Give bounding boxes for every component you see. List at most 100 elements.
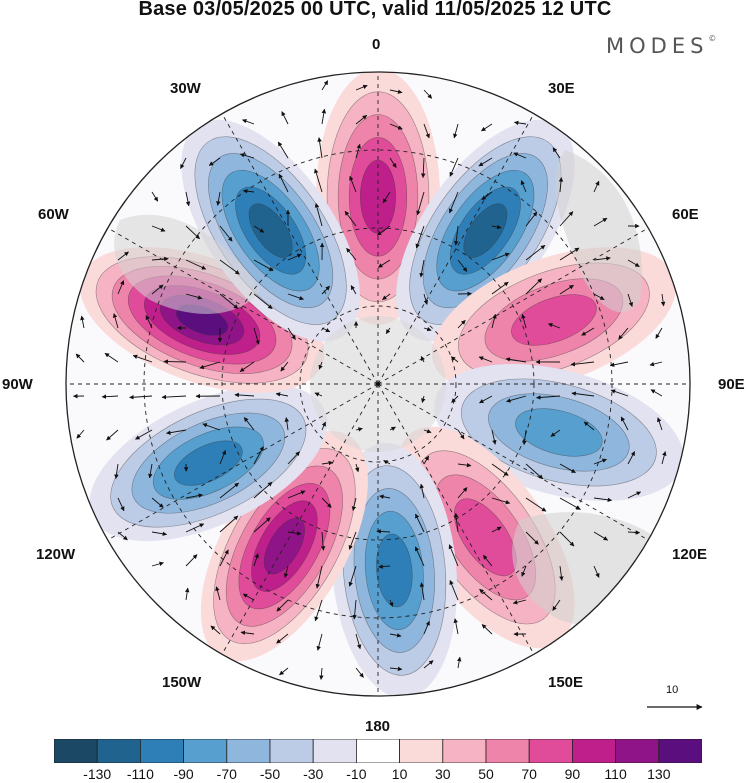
- wind-vector-arrow: [355, 427, 363, 432]
- wind-vector-arrow: [185, 493, 204, 499]
- lon-label-150w: 150W: [162, 674, 202, 691]
- colorbar-swatch: [226, 739, 271, 763]
- wind-vector-arrow: [583, 421, 595, 431]
- wind-vector-arrow: [552, 599, 561, 611]
- anomaly-contour: [454, 498, 517, 577]
- wind-vector-arrow: [456, 656, 462, 669]
- wind-vector-arrow: [525, 211, 538, 227]
- wind-vector-arrow: [649, 361, 663, 367]
- wind-vector-arrow: [355, 114, 368, 125]
- wind-vector-arrow: [593, 497, 613, 503]
- lon-label-90w: 90W: [2, 376, 33, 393]
- wind-vector-arrow: [185, 293, 203, 300]
- wind-vector-arrow: [219, 482, 239, 499]
- wind-vector-arrow: [163, 359, 187, 364]
- wind-vector-arrow: [219, 515, 239, 533]
- colorbar-tick-label: -30: [303, 766, 324, 782]
- anomaly-field: [79, 72, 684, 696]
- colorbar-swatch: [658, 739, 702, 763]
- wind-vector-arrow: [314, 599, 323, 622]
- colorbar-swatch: [96, 739, 141, 763]
- wind-vector-arrow: [117, 497, 125, 512]
- wind-vector-arrow: [559, 247, 580, 261]
- latitude-circle: [299, 305, 457, 463]
- meridian-line: [377, 113, 535, 385]
- anomaly-contour: [376, 533, 413, 608]
- wind-vector-arrow: [314, 202, 323, 227]
- wind-vector-arrow: [650, 389, 663, 397]
- wind-vector-arrow: [151, 561, 164, 567]
- wind-vector-arrow: [242, 593, 255, 601]
- wind-vector-arrow: [423, 455, 430, 465]
- wind-vector-arrow: [210, 625, 221, 635]
- reference-vector-label: 10: [666, 684, 679, 696]
- wind-vector-arrow: [219, 549, 229, 567]
- wind-vector-arrow: [151, 284, 164, 295]
- wind-vector-arrow: [355, 667, 364, 678]
- colorbar-tick-label: -90: [173, 766, 194, 782]
- wind-vector-arrow: [219, 449, 227, 465]
- wind-vector-arrow: [151, 256, 169, 262]
- wind-vector-arrow: [355, 84, 368, 91]
- wind-vector-arrow: [253, 446, 264, 465]
- wind-vector-arrow: [481, 624, 493, 635]
- colorbar-tick-label: -110: [126, 766, 154, 782]
- lon-label-30w: 30W: [170, 80, 201, 97]
- wind-vector-arrow: [239, 361, 255, 372]
- wind-vector-arrow: [76, 429, 85, 439]
- wind-vector-arrow: [184, 587, 190, 601]
- wind-vector-arrow: [521, 313, 527, 329]
- wind-vector-arrow: [449, 157, 459, 177]
- wind-vector-arrow: [449, 580, 459, 601]
- brand-name: MODES: [606, 34, 709, 58]
- wind-vector-arrow: [253, 225, 265, 233]
- lon-label-60e: 60E: [672, 206, 699, 223]
- wind-vector-arrow: [151, 225, 166, 232]
- wind-vector-arrow: [166, 429, 187, 435]
- wind-vector-arrow: [506, 395, 527, 403]
- wind-vector-arrow: [352, 599, 357, 620]
- wind-vector-arrow: [522, 429, 527, 446]
- wind-vector-arrow: [321, 421, 326, 431]
- wind-vector-arrow: [627, 259, 640, 268]
- wind-vector-arrow: [185, 259, 207, 270]
- wind-vector-arrow: [349, 175, 357, 193]
- wind-vector-arrow: [558, 177, 564, 193]
- wind-vector-arrow: [377, 259, 391, 268]
- wind-vector-arrow: [185, 191, 191, 207]
- landmass-eurasia: [555, 150, 642, 313]
- wind-vector-arrow: [117, 531, 128, 541]
- wind-vector-arrow: [350, 285, 357, 295]
- wind-vector-arrow: [287, 327, 296, 340]
- wind-vector-arrow: [382, 191, 391, 204]
- wind-vector-arrow: [420, 355, 426, 363]
- wind-vector-arrow: [420, 157, 426, 179]
- colorbar-swatch: [528, 739, 573, 763]
- colorbar-tick-label: -50: [259, 766, 281, 782]
- wind-vector-arrow: [423, 428, 432, 434]
- wind-vector-arrow: [457, 429, 465, 440]
- colorbar-swatch: [399, 739, 444, 763]
- wind-vector-arrow: [448, 191, 459, 214]
- wind-vector-arrow: [389, 426, 396, 431]
- wind-vector-arrow: [129, 394, 153, 400]
- wind-vector-arrow: [145, 315, 153, 329]
- wind-vector-arrow: [421, 395, 426, 403]
- wind-vector-arrow: [478, 157, 493, 167]
- wind-vector-arrow: [525, 278, 543, 295]
- modes-logo: MODES©: [606, 34, 716, 58]
- wind-vector-arrow: [346, 247, 357, 261]
- wind-vector-arrow: [287, 490, 306, 499]
- wind-vector-arrow: [117, 280, 125, 295]
- wind-vector-arrow: [321, 460, 334, 466]
- colorbar-swatch: [183, 739, 228, 763]
- lon-label-120w: 120W: [36, 546, 76, 563]
- lon-label-120e: 120E: [672, 546, 708, 563]
- wind-vector-arrow: [185, 225, 200, 240]
- wind-vector-arrow: [319, 667, 324, 680]
- wind-vector-arrow: [240, 630, 255, 636]
- wind-vector-arrow: [655, 327, 663, 339]
- colorbar-swatch: [269, 739, 314, 763]
- wind-vector-arrow: [253, 259, 274, 272]
